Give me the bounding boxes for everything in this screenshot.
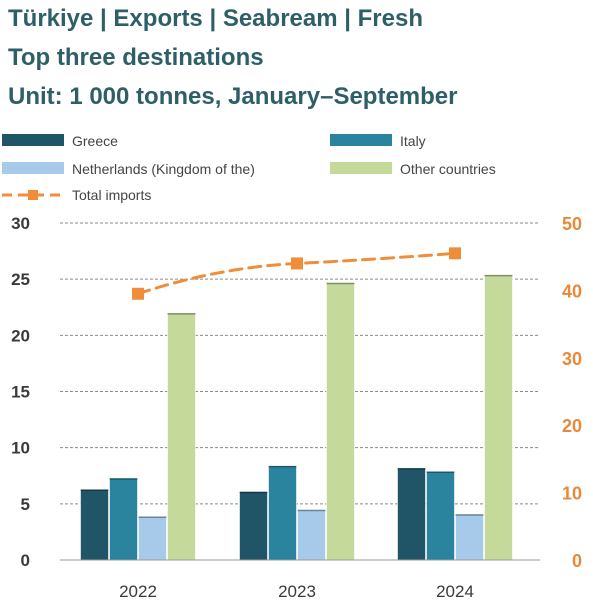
right-tick-label-20: 20 [562, 416, 582, 436]
right-tick-label-40: 40 [562, 281, 582, 301]
right-tick-label-30: 30 [562, 349, 582, 369]
x-tick-label-2022: 2022 [119, 582, 157, 601]
legend-swatch-netherlands [2, 162, 64, 174]
bar-italy-2024 [426, 470, 455, 561]
gridlines [60, 222, 540, 505]
right-tick-label-0: 0 [572, 551, 582, 571]
x-axis-ticks: 2022 2023 2024 [119, 582, 474, 601]
left-tick-label-5: 5 [21, 495, 30, 514]
left-tick-label-25: 25 [11, 270, 30, 289]
right-tick-label-10: 10 [562, 484, 582, 504]
legend-label-other-countries: Other countries [400, 161, 496, 177]
total-imports-marker-2023 [291, 257, 303, 270]
left-tick-label-20: 20 [11, 326, 30, 345]
bar-other-countries-2023 [326, 282, 355, 561]
chart-title-line-2: Top three destinations [8, 44, 264, 71]
bars [80, 274, 513, 561]
bar-greece-2024 [397, 467, 426, 561]
legend-swatch-other-countries [330, 162, 392, 174]
bar-netherlands-kingdom-of-the-2022 [138, 515, 167, 561]
legend-label-greece: Greece [72, 133, 118, 149]
chart-title-line-1: Türkiye | Exports | Seabream | Fresh [8, 5, 423, 32]
bar-greece-2022 [80, 488, 109, 561]
x-tick-label-2023: 2023 [278, 582, 316, 601]
left-tick-label-0: 0 [21, 551, 30, 570]
right-axis-ticks: 0 10 20 30 40 50 [562, 214, 582, 571]
bar-netherlands-kingdom-of-the-2024 [455, 513, 484, 561]
bar-greece-2023 [239, 491, 268, 561]
legend: Greece Italy Netherlands (Kingdom of the… [2, 133, 496, 203]
bar-other-countries-2022 [167, 312, 196, 561]
left-tick-label-30: 30 [11, 214, 30, 233]
legend-label-netherlands: Netherlands (Kingdom of the) [72, 161, 255, 177]
legend-label-total-imports: Total imports [72, 187, 151, 203]
legend-swatch-greece [2, 134, 64, 146]
legend-swatch-italy [330, 134, 392, 146]
left-tick-label-15: 15 [11, 383, 30, 402]
bar-netherlands-kingdom-of-the-2023 [297, 509, 326, 561]
bar-other-countries-2024 [484, 274, 513, 561]
x-tick-label-2024: 2024 [436, 582, 474, 601]
total-imports-marker-2022 [132, 287, 144, 300]
total-imports-line [132, 247, 461, 300]
total-imports-marker-2024 [449, 247, 461, 260]
chart-title-line-3: Unit: 1 000 tonnes, January–September [8, 83, 458, 110]
bar-italy-2023 [268, 465, 297, 561]
right-tick-label-50: 50 [562, 214, 582, 234]
bar-italy-2022 [109, 477, 138, 561]
left-axis-ticks: 0 5 10 15 20 25 30 [11, 214, 30, 570]
left-tick-label-10: 10 [11, 439, 30, 458]
legend-label-italy: Italy [400, 133, 426, 149]
legend-swatch-total-marker [28, 190, 38, 200]
